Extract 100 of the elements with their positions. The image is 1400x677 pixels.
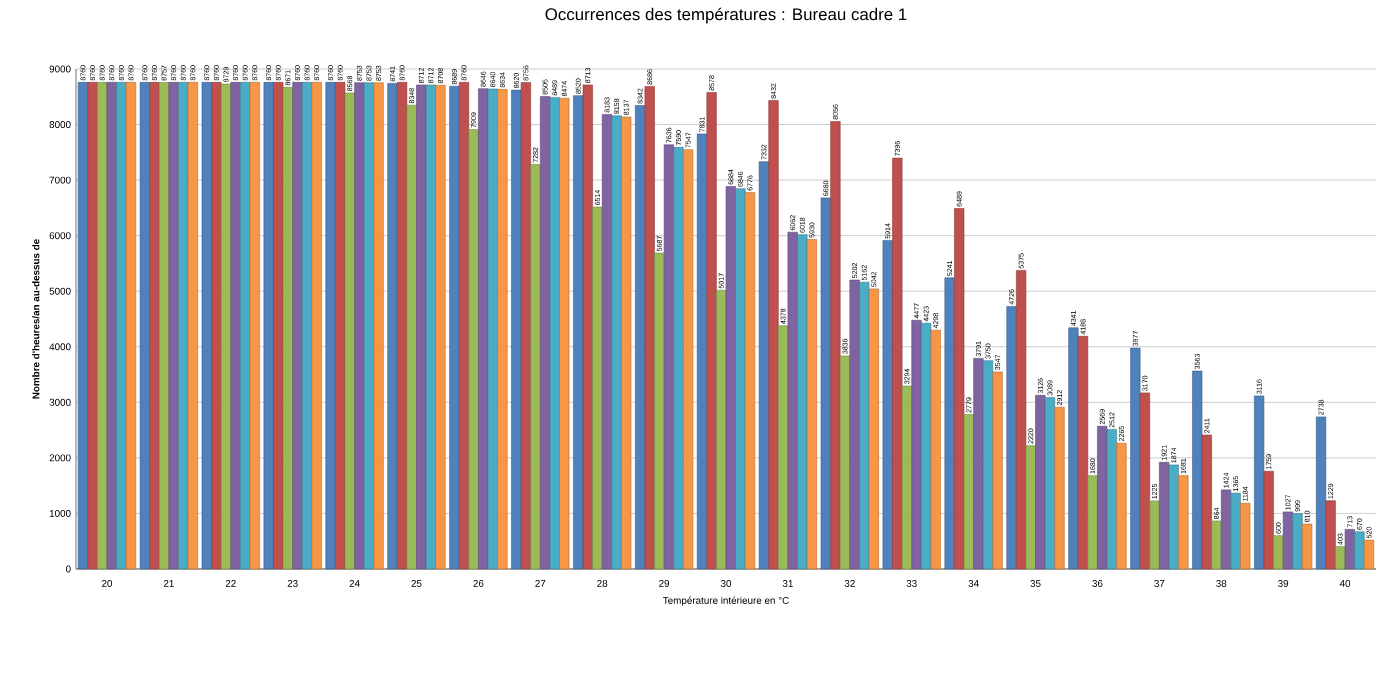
x-axis-title: Température intérieure en °C [663, 596, 789, 606]
bar [1220, 489, 1232, 570]
bar [344, 92, 355, 570]
bar [930, 329, 941, 570]
bar [1254, 395, 1265, 570]
bar [992, 371, 1003, 570]
bar [1302, 523, 1313, 570]
x-tick-label: 31 [782, 579, 793, 587]
x-tick-label: 23 [287, 579, 298, 587]
bar [354, 82, 365, 570]
chart-title: Occurrences des températures : Bureau cadre 1 [545, 7, 907, 24]
x-tick-label: 25 [411, 579, 422, 587]
bar [458, 82, 470, 570]
x-tick-label: 40 [1339, 579, 1351, 587]
bar [520, 82, 531, 570]
bar [106, 82, 117, 570]
bar [149, 82, 160, 570]
bar [1335, 546, 1346, 570]
x-tick-label: 33 [906, 579, 917, 587]
bar [1178, 475, 1189, 570]
bar [1344, 529, 1355, 570]
bar [1130, 347, 1141, 570]
bar [663, 144, 674, 570]
bar [435, 84, 446, 570]
bar [1325, 500, 1336, 570]
y-tick-label: 5000 [49, 287, 71, 295]
bar [230, 82, 241, 570]
bar [387, 83, 398, 570]
bar [1168, 464, 1179, 570]
bar [425, 84, 436, 570]
y-axis-title: Nombre d'heures/an au-dessus de [32, 239, 40, 399]
bar [901, 385, 912, 570]
bar [468, 129, 479, 570]
bar [1139, 392, 1151, 570]
bar [1240, 502, 1251, 570]
y-tick-label: 4000 [49, 343, 71, 351]
x-tick-label: 20 [101, 579, 113, 587]
bar [487, 88, 498, 570]
bar [249, 82, 260, 570]
bar [1044, 397, 1056, 570]
bar [787, 231, 798, 570]
bar [644, 86, 655, 570]
bar [530, 164, 541, 570]
bar [1106, 429, 1117, 570]
x-tick-label: 26 [473, 579, 484, 587]
y-tick-label: 8000 [49, 121, 71, 129]
bar [1159, 461, 1170, 570]
x-tick-label: 30 [720, 579, 732, 587]
bar [201, 82, 212, 570]
bar [1116, 442, 1127, 570]
bar [87, 82, 98, 570]
bar [973, 358, 984, 570]
bar [1006, 306, 1017, 570]
bar [282, 86, 293, 570]
bar [1016, 270, 1027, 570]
bar [868, 288, 879, 570]
bar [168, 82, 179, 570]
x-tick-label: 22 [225, 579, 236, 587]
bar [397, 82, 408, 570]
bar [758, 161, 769, 570]
bar [592, 206, 603, 570]
x-tick-label: 37 [1154, 579, 1165, 587]
bar [449, 85, 460, 570]
x-tick-label: 35 [1030, 579, 1041, 587]
bar [982, 360, 994, 570]
bar [892, 157, 903, 570]
bar [497, 89, 508, 570]
bar [582, 84, 593, 570]
bar [621, 116, 632, 570]
bar [263, 82, 274, 570]
bar [1192, 370, 1203, 570]
bar [1201, 434, 1212, 570]
y-tick-label: 6000 [49, 232, 71, 240]
bar [139, 82, 150, 570]
bar [406, 104, 417, 570]
bar [211, 82, 222, 570]
bar [1354, 531, 1365, 570]
bar [1273, 535, 1284, 570]
bar [1230, 492, 1241, 570]
bar [706, 92, 717, 570]
bar [292, 82, 303, 570]
y-tick-label: 2000 [49, 454, 71, 462]
bar [1263, 470, 1274, 570]
bar [768, 100, 779, 570]
bar [849, 279, 860, 570]
bar [954, 208, 965, 570]
bar [1315, 416, 1327, 570]
x-tick-label: 34 [968, 579, 979, 587]
y-tick-label: 9000 [49, 65, 71, 73]
y-tick-label: 0 [65, 565, 71, 573]
bar [311, 82, 322, 570]
bar [559, 97, 570, 570]
x-tick-label: 32 [844, 579, 855, 587]
bar [1054, 406, 1065, 570]
bar [820, 197, 831, 570]
bar [806, 239, 817, 570]
bar [882, 240, 893, 570]
bar [325, 82, 336, 570]
x-tick-label: 24 [349, 579, 360, 587]
x-tick-label: 27 [535, 579, 546, 587]
